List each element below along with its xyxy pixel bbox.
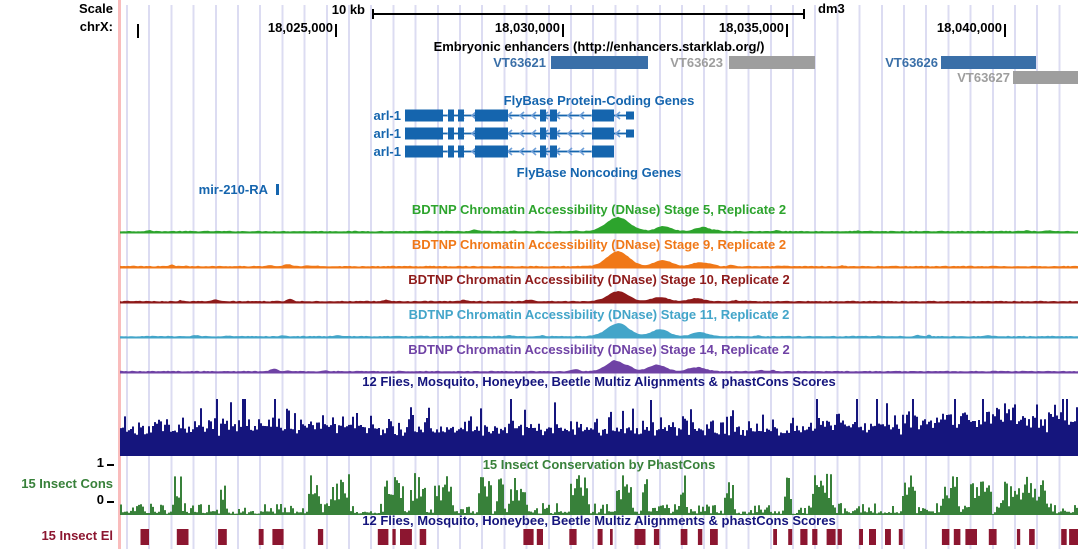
ruler-coordinate-label: 18,030,000	[494, 20, 560, 35]
ruler-gridlines	[126, 5, 1078, 549]
gene-model[interactable]	[405, 127, 645, 140]
ruler-tick	[786, 24, 788, 37]
elements-left-label[interactable]: 15 Insect El	[41, 528, 113, 543]
chrom-label: chrX:	[79, 19, 113, 34]
noncoding-gene-label[interactable]: mir-210-RA	[198, 182, 268, 197]
dnase-signal-track[interactable]	[120, 237, 1078, 269]
enhancer-label[interactable]: VT63623	[670, 55, 723, 70]
dnase-track-title[interactable]: BDTNP Chromatin Accessibility (DNase) St…	[411, 237, 787, 252]
axis-max-value: 1	[96, 455, 104, 470]
ruler-tick	[335, 24, 337, 37]
dnase-track-title[interactable]: BDTNP Chromatin Accessibility (DNase) St…	[408, 342, 790, 357]
gene-label[interactable]: arl-1	[373, 126, 401, 141]
axis-min-value: 0	[96, 492, 104, 507]
enhancers-track-title[interactable]: Embryonic enhancers (http://enhancers.st…	[433, 39, 765, 54]
ruler-tick	[1004, 24, 1006, 37]
flybase-coding-title[interactable]: FlyBase Protein-Coding Genes	[503, 93, 695, 108]
ruler-tick	[562, 24, 564, 37]
enhancer-label[interactable]: VT63626	[885, 55, 938, 70]
dnase-signal-track[interactable]	[120, 272, 1078, 304]
axis-tick-dash	[107, 501, 114, 503]
multiz-elements-track-title[interactable]: 12 Flies, Mosquito, Honeybee, Beetle Mul…	[362, 513, 836, 528]
conservation-axis-min: 0	[58, 493, 114, 507]
scale-label: Scale	[79, 1, 113, 16]
dnase-track-title[interactable]: BDTNP Chromatin Accessibility (DNase) St…	[411, 202, 787, 217]
gene-model[interactable]	[405, 145, 645, 158]
ruler-coordinate-label: 18,040,000	[936, 20, 1002, 35]
gene-model[interactable]	[405, 109, 645, 122]
enhancer-item-vt63626[interactable]	[941, 56, 1036, 69]
axis-tick-dash	[107, 464, 114, 466]
chrom-start-tick	[137, 24, 139, 38]
conservation-histogram[interactable]	[120, 470, 1078, 515]
gene-label[interactable]: arl-1	[373, 108, 401, 123]
conservation-left-label[interactable]: 15 Insect Cons	[21, 476, 113, 491]
dnase-track-title[interactable]: BDTNP Chromatin Accessibility (DNase) St…	[408, 307, 790, 322]
multiz-track-title[interactable]: 12 Flies, Mosquito, Honeybee, Beetle Mul…	[362, 374, 836, 389]
conserved-elements-track[interactable]	[120, 529, 1078, 546]
multiz-dense-track[interactable]	[120, 396, 1078, 456]
ruler-coordinate-label: 18,025,000	[267, 20, 333, 35]
enhancer-item-vt63621[interactable]	[551, 56, 648, 69]
enhancer-item-vt63627[interactable]	[1013, 71, 1078, 84]
ruler-coordinate-label: 18,035,000	[718, 20, 784, 35]
enhancer-label[interactable]: VT63627	[957, 70, 1010, 85]
noncoding-gene-item[interactable]	[276, 184, 279, 195]
dnase-signal-track[interactable]	[120, 342, 1078, 374]
conservation-axis-max: 1	[58, 456, 114, 470]
position-marker-line	[118, 0, 121, 549]
enhancer-label[interactable]: VT63621	[493, 55, 546, 70]
scale-bar	[372, 9, 805, 19]
gene-label[interactable]: arl-1	[373, 144, 401, 159]
scale-value: 10 kb	[331, 2, 365, 17]
dnase-signal-track[interactable]	[120, 307, 1078, 339]
dnase-signal-track[interactable]	[120, 202, 1078, 234]
conservation-track-title[interactable]: 15 Insect Conservation by PhastCons	[482, 457, 716, 472]
assembly-label: dm3	[818, 1, 845, 16]
dnase-track-title[interactable]: BDTNP Chromatin Accessibility (DNase) St…	[408, 272, 790, 287]
enhancer-item-vt63623[interactable]	[729, 56, 815, 69]
flybase-noncoding-title[interactable]: FlyBase Noncoding Genes	[516, 165, 682, 180]
